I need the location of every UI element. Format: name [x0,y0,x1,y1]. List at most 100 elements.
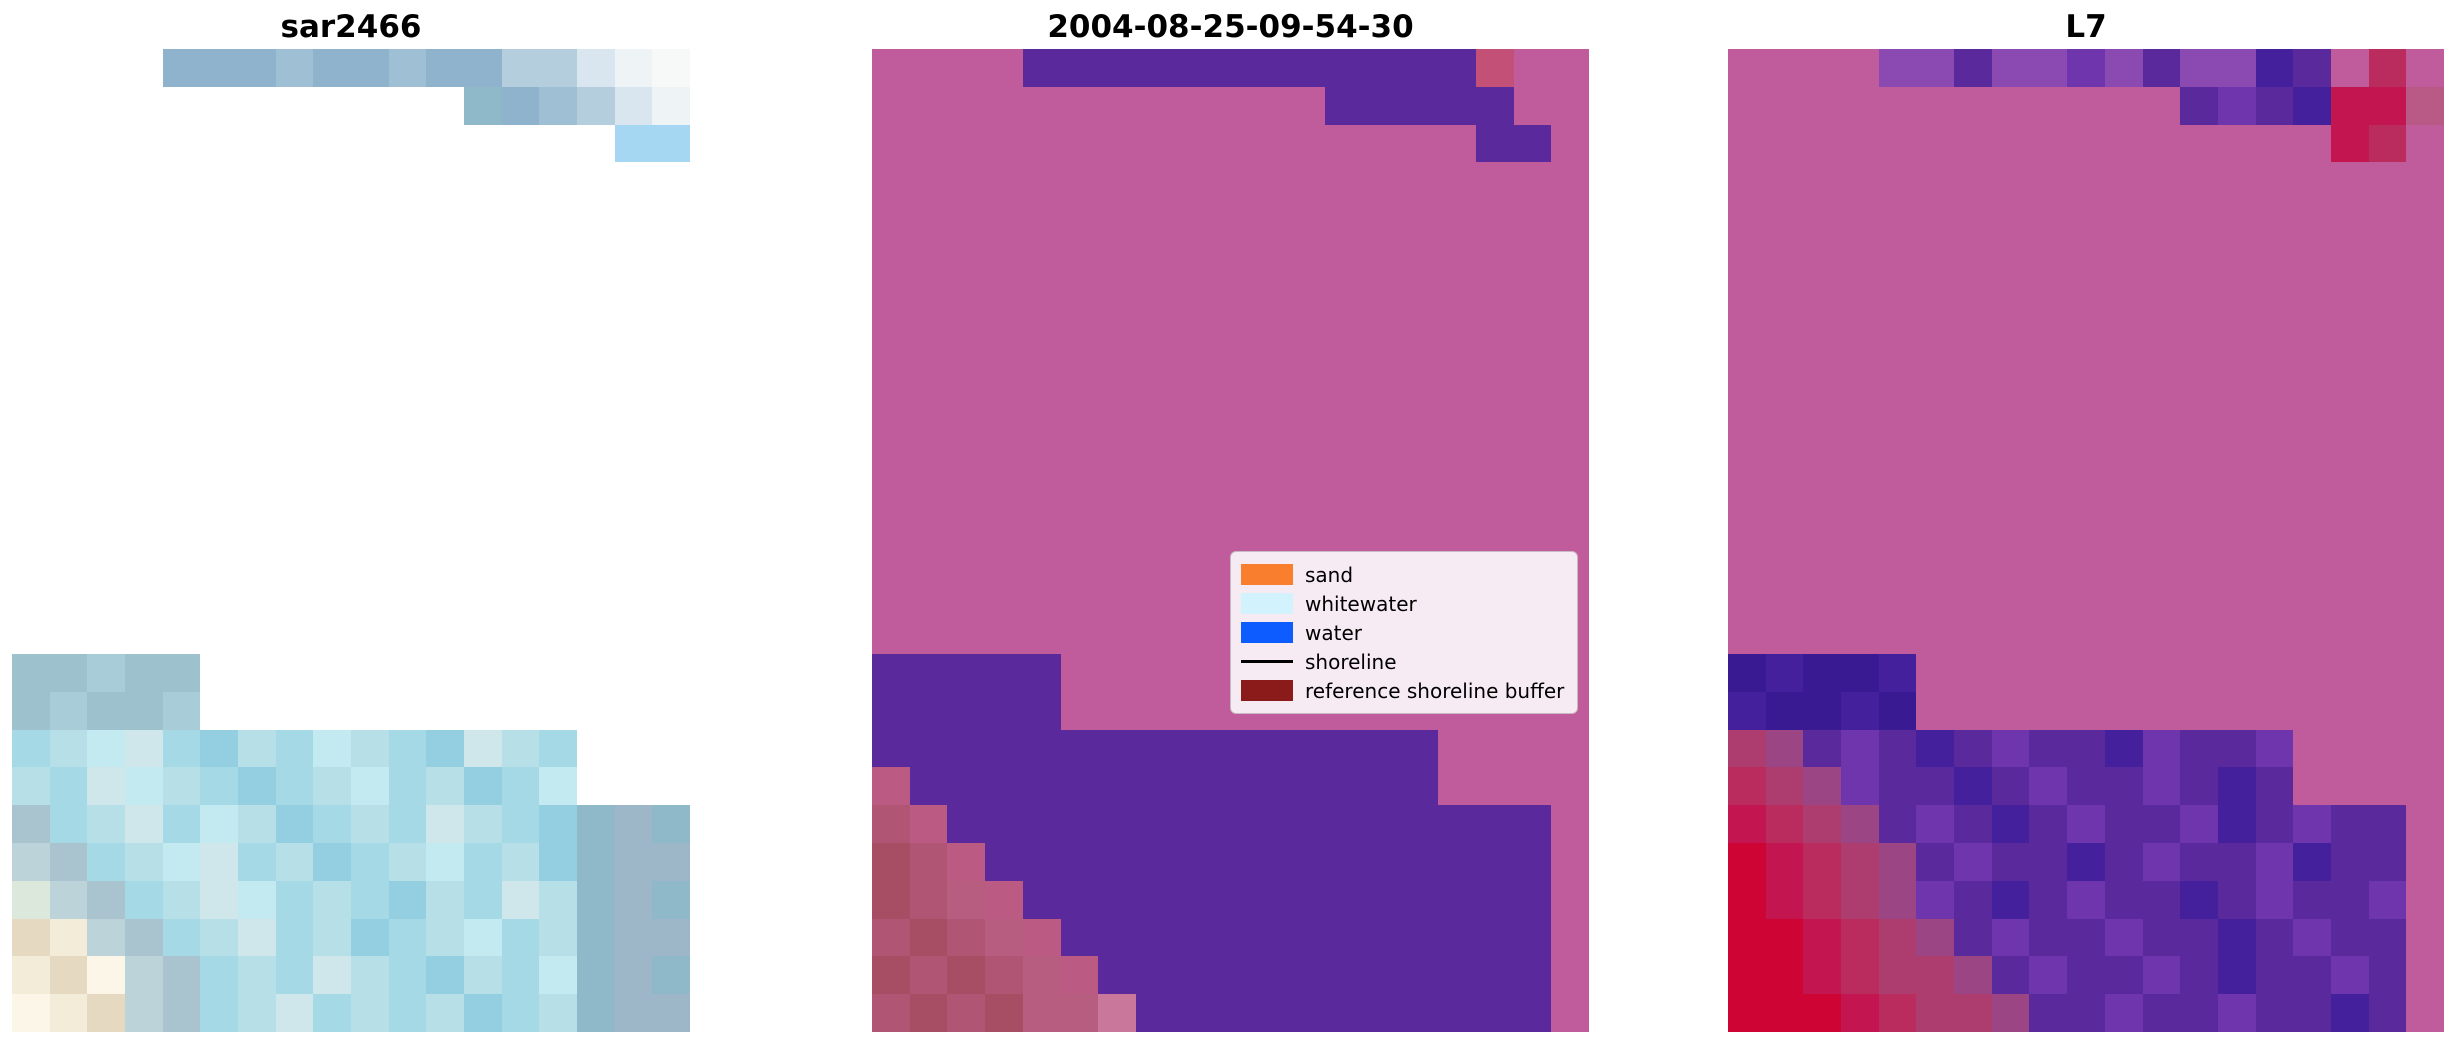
pixel-cell [947,880,986,919]
pixel-cell [1803,653,1842,692]
pixel-cell [1916,994,1955,1032]
pixel-cell [163,162,201,200]
pixel-cell [1287,729,1325,768]
pixel-cell [1766,314,1804,352]
pixel-cell [125,389,163,427]
pixel-cell [1061,276,1099,314]
pixel-cell [1325,162,1363,200]
pixel-cell [389,276,427,314]
pixel-cell [2029,427,2067,465]
pixel-cell [985,125,1023,163]
pixel-cell [615,314,653,352]
pixel-cell [2180,729,2218,768]
pixel-cell [2067,541,2105,579]
pixel-cell [1728,314,1766,352]
classified-pixel-grid [872,49,1589,1032]
pixel-cell [1136,162,1174,200]
pixel-cell [501,956,540,995]
pixel-cell [125,729,163,768]
pixel-cell [652,880,690,919]
pixel-cell [2029,389,2067,427]
pixel-cell [1992,87,2030,125]
pixel-cell [2218,578,2256,616]
pixel-cell [1954,238,1992,276]
pixel-cell [2406,238,2444,276]
pixel-cell [1476,427,1514,465]
pixel-cell [909,691,948,730]
pixel-cell [2067,805,2105,843]
pixel-cell [1249,956,1288,995]
pixel-cell [1954,994,1992,1032]
pixel-cell [313,692,351,730]
pixel-cell [125,842,163,881]
legend-entries: sand whitewater water shoreline reference sh… [1241,560,1567,705]
pixel-cell [464,276,502,314]
pixel-cell [87,616,125,654]
pixel-cell [985,276,1023,314]
pixel-cell [200,880,238,919]
pixel-cell [1400,314,1438,352]
pixel-cell [1061,503,1099,541]
pixel-cell [1061,427,1099,465]
pixel-cell [1991,805,2030,843]
pixel-cell [2256,541,2294,579]
pixel-cell [2143,162,2181,200]
pixel-cell [1287,314,1325,352]
pixel-cell [1023,389,1061,427]
pixel-cell [1765,729,1804,768]
pixel-cell [87,200,125,238]
pixel-cell [1954,578,1992,616]
pixel-cell [12,314,50,352]
pixel-cell [125,805,163,843]
pixel-cell [1879,351,1917,389]
pixel-cell [2067,616,2105,654]
pixel-cell [50,389,88,427]
pixel-cell [2105,238,2143,276]
pixel-cell [12,691,50,730]
pixel-cell [539,880,577,919]
pixel-cell [1400,125,1438,163]
pixel-cell [2217,729,2256,768]
pixel-cell [1475,49,1514,87]
pixel-cell [2105,654,2143,692]
pixel-cell [1211,805,1250,843]
pixel-cell [1475,956,1514,995]
pixel-cell [1362,994,1401,1032]
pixel-cell [2067,692,2105,730]
pixel-cell [1022,994,1061,1032]
pixel-cell [351,200,389,238]
pixel-cell [426,465,464,503]
pixel-cell [2369,427,2407,465]
pixel-cell [1879,125,1917,163]
pixel-cell [1916,654,1954,692]
pixel-cell [351,880,389,919]
pixel-cell [1438,880,1476,919]
panel-title-classified-date: 2004-08-25-09-54-30 [1047,9,1414,45]
pixel-cell [2369,314,2407,352]
pixel-cell [2256,238,2294,276]
pixel-cell [276,314,314,352]
pixel-cell [12,842,50,881]
pixel-cell [200,87,238,125]
pixel-cell [910,314,948,352]
pixel-cell [2406,994,2444,1032]
pixel-cell [502,465,540,503]
pixel-cell [276,654,314,692]
pixel-cell [12,238,50,276]
pixel-cell [1287,503,1325,541]
pixel-cell [1879,314,1917,352]
pixel-cell [1879,389,1917,427]
pixel-cell [2104,842,2143,881]
pixel-cell [1400,276,1438,314]
pixel-cell [1060,956,1099,995]
pixel-cell [2067,767,2105,806]
pixel-cell [652,805,690,843]
pixel-cell [1954,125,1992,163]
pixel-cell [1803,503,1841,541]
pixel-cell [200,49,238,87]
pixel-cell [1098,200,1136,238]
pixel-cell [313,956,351,995]
pixel-cell [2293,956,2331,995]
legend-entry-reference-shoreline-buffer: reference shoreline buffer [1241,676,1567,705]
